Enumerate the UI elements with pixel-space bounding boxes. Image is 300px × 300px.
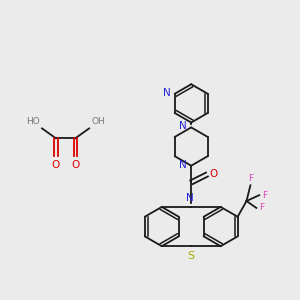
Text: N: N	[186, 194, 194, 203]
Text: N: N	[178, 122, 186, 131]
Text: O: O	[52, 160, 60, 170]
Text: F: F	[259, 203, 264, 212]
Text: F: F	[248, 174, 253, 183]
Text: O: O	[71, 160, 80, 170]
Text: N: N	[163, 88, 171, 98]
Text: HO: HO	[26, 117, 40, 126]
Text: F: F	[262, 190, 267, 200]
Text: S: S	[188, 250, 195, 261]
Text: O: O	[210, 169, 218, 178]
Text: N: N	[178, 160, 186, 170]
Text: OH: OH	[91, 117, 105, 126]
